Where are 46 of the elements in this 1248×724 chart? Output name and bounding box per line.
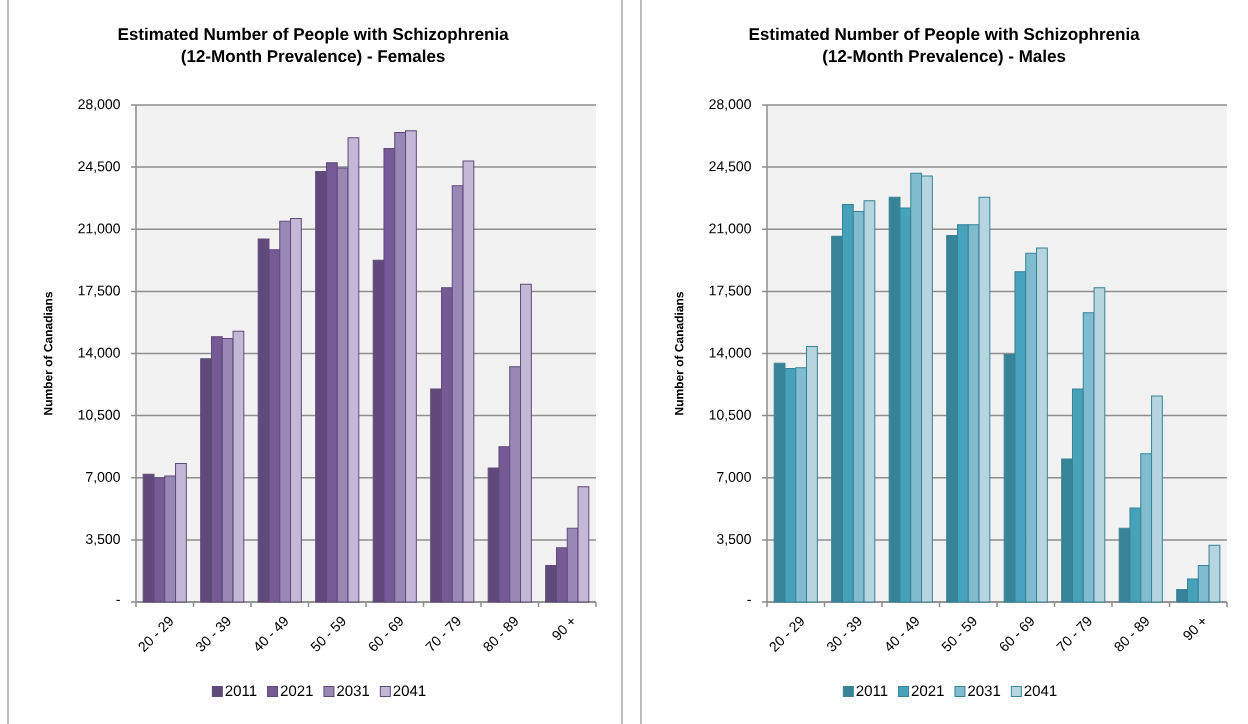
legend-label: 2041 bbox=[393, 685, 426, 697]
x-tick-label: 60 - 69 bbox=[999, 616, 1034, 651]
chart-title: Estimated Number of People with Schizophrenia (12-Month Prevalence) - Males bbox=[749, 27, 1140, 66]
y-tick-label: 14,000 bbox=[709, 347, 751, 360]
y-tick-label: 7,000 bbox=[717, 471, 751, 484]
y-tick-label: 3,500 bbox=[85, 534, 120, 546]
legend-label: 2011 bbox=[225, 685, 257, 697]
y-tick-label: 24,500 bbox=[78, 161, 120, 173]
x-tick-label: 70 - 79 bbox=[425, 616, 461, 651]
legend-label: 2031 bbox=[337, 685, 370, 697]
y-tick-label: 17,500 bbox=[78, 285, 120, 298]
y-tick-label: 3,500 bbox=[716, 534, 751, 546]
y-tick-label: - bbox=[116, 599, 120, 601]
y-tick-label: 10,500 bbox=[78, 409, 120, 422]
x-tick-label: 20 - 29 bbox=[769, 616, 804, 653]
legend-label: 2041 bbox=[1024, 685, 1057, 697]
x-tick-label: 30 - 39 bbox=[196, 616, 231, 652]
x-tick-label: 50 - 59 bbox=[310, 616, 346, 652]
y-tick-label: 14,000 bbox=[78, 347, 120, 360]
y-tick-label: - bbox=[747, 599, 751, 601]
x-tick-label: 50 - 59 bbox=[941, 616, 977, 652]
y-tick-label: 21,000 bbox=[709, 223, 751, 236]
y-tick-label: 7,000 bbox=[86, 471, 120, 484]
legend-label: 2011 bbox=[856, 685, 888, 697]
y-axis-title: Number of Canadians bbox=[43, 291, 53, 415]
legend-label: 2021 bbox=[911, 685, 944, 697]
x-tick-label: 60 - 69 bbox=[368, 616, 403, 651]
x-tick-label: 30 - 39 bbox=[827, 616, 862, 652]
chart-title: Estimated Number of People with Schizophrenia (12-Month Prevalence) - Females bbox=[118, 27, 509, 66]
x-tick-label: 40 - 49 bbox=[255, 616, 288, 651]
x-tick-label: 80 - 89 bbox=[1114, 616, 1149, 652]
y-tick-label: 28,000 bbox=[709, 99, 751, 111]
y-axis-title: Number of Canadians bbox=[674, 291, 684, 415]
y-tick-label: 17,500 bbox=[709, 285, 751, 298]
x-tick-label: 70 - 79 bbox=[1056, 616, 1092, 651]
y-tick-label: 24,500 bbox=[709, 161, 751, 173]
x-tick-label: 80 - 89 bbox=[483, 616, 518, 652]
y-tick-label: 10,500 bbox=[709, 409, 751, 422]
legend-label: 2031 bbox=[968, 685, 1001, 697]
y-tick-label: 28,000 bbox=[78, 99, 120, 111]
x-tick-label: 20 - 29 bbox=[138, 616, 173, 653]
legend-label: 2021 bbox=[280, 685, 313, 697]
x-tick-label: 90 + bbox=[552, 618, 574, 640]
x-tick-label: 40 - 49 bbox=[886, 616, 919, 651]
x-tick-label: 90 + bbox=[1183, 618, 1205, 640]
y-tick-label: 21,000 bbox=[78, 223, 120, 236]
